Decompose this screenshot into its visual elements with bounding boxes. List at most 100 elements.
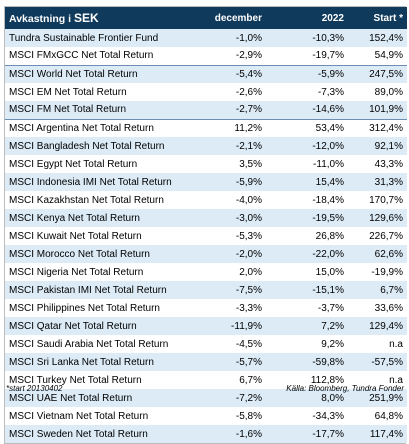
row-start: 247,5%: [369, 68, 403, 80]
table-row: MSCI Egypt Net Total Return 3,5% -11,0% 43,…: [5, 155, 407, 173]
row-name: MSCI FMxGCC Net Total Return: [5, 47, 183, 66]
table-row: MSCI Indonesia IMI Net Total Return -5,9%…: [5, 173, 407, 191]
table-row: MSCI Kazakhstan Net Total Return -4,0% -18…: [5, 191, 407, 209]
row-name: MSCI Qatar Net Total Return: [9, 320, 137, 332]
row-start: 312,4%: [369, 122, 403, 134]
table-body: Tundra Sustainable Frontier Fund -1,0% -10…: [5, 29, 407, 443]
row-name: MSCI Indonesia IMI Net Total Return: [9, 176, 172, 188]
row-december: -1,0%: [235, 32, 262, 44]
row-name: MSCI Sri Lanka Net Total Return: [9, 356, 154, 368]
row-start: n.a: [389, 374, 403, 386]
row-start: 129,4%: [369, 320, 403, 332]
row-name: MSCI Bangladesh Net Total Return: [9, 140, 165, 152]
row-december: -5,8%: [235, 410, 262, 422]
table-row: MSCI Bangladesh Net Total Return -2,1% -12…: [5, 137, 407, 155]
row-name: MSCI Nigeria Net Total Return: [9, 266, 144, 278]
row-december: 11,2%: [234, 122, 262, 134]
row-year: -34,3%: [312, 410, 344, 422]
row-name: MSCI Argentina Net Total Return: [9, 122, 154, 134]
row-year: -7,3%: [317, 86, 344, 98]
row-name: MSCI EM Net Total Return: [9, 86, 127, 98]
row-year: -22,0%: [312, 248, 344, 260]
table-row: MSCI World Net Total Return -5,4% -5,9% 247…: [5, 65, 407, 83]
table-row: MSCI Kuwait Net Total Return -5,3% 26,8% 22…: [5, 227, 407, 245]
row-year: 7,2%: [321, 320, 344, 332]
table-row: MSCI Vietnam Net Total Return -5,8% -34,3%…: [5, 407, 407, 425]
table-row: MSCI Argentina Net Total Return 11,2% 53,4…: [5, 119, 407, 137]
table-row: MSCI Saudi Arabia Net Total Return -4,5% 9…: [5, 335, 407, 353]
header-year: 2022: [321, 12, 344, 24]
table-row: MSCI EM Net Total Return -2,6% -7,3% 89,0%: [5, 83, 407, 101]
row-december: -5,4%: [235, 68, 262, 80]
row-year: -18,4%: [312, 194, 344, 206]
row-start: n.a: [389, 338, 403, 350]
table-row: MSCI Pakistan IMI Net Total Return -7,5% -…: [5, 281, 407, 299]
row-name: MSCI FM Net Total Return: [5, 101, 183, 120]
row-year: -3,7%: [317, 302, 344, 314]
row-name: MSCI World Net Total Return: [9, 68, 138, 80]
table-row: MSCI Nigeria Net Total Return 2,0% 15,0% -1…: [5, 263, 407, 281]
header-title-currency: SEK: [73, 11, 99, 25]
footer-source: Källa: Bloomberg, Tundra Fonder: [286, 384, 404, 393]
header-title: Avkastning i SEK: [5, 7, 183, 29]
row-start: 152,4%: [369, 32, 403, 44]
table-row: MSCI Qatar Net Total Return -11,9% 7,2% 129…: [5, 317, 407, 335]
row-start: 6,7%: [380, 284, 403, 296]
returns-table-container: Avkastning i SEK december 2022 Start * T…: [4, 6, 407, 444]
header-title-prefix: Avkastning i: [9, 13, 72, 25]
row-year: -15,1%: [312, 284, 344, 296]
row-december: -4,5%: [235, 338, 262, 350]
table-row: Tundra Sustainable Frontier Fund -1,0% -10…: [5, 29, 407, 47]
row-december: -3,3%: [235, 302, 262, 314]
row-december: -5,3%: [235, 230, 262, 242]
row-december: -2,7%: [183, 101, 266, 120]
row-start: 129,6%: [369, 212, 403, 224]
row-start: -19,9%: [371, 266, 403, 278]
row-name: MSCI Pakistan IMI Net Total Return: [9, 284, 167, 296]
row-name: MSCI Egypt Net Total Return: [9, 158, 138, 170]
row-december: -2,6%: [235, 86, 262, 98]
row-year: 15,4%: [315, 176, 344, 188]
row-year: -5,9%: [317, 68, 344, 80]
row-december: 2,0%: [239, 266, 262, 278]
row-name: MSCI Sweden Net Total Return: [9, 428, 148, 440]
row-name: MSCI UAE Net Total Return: [9, 392, 133, 404]
row-december: -1,6%: [235, 428, 262, 440]
table-row: MSCI Sweden Net Total Return -1,6% -17,7% 1…: [5, 425, 407, 443]
row-start: 92,1%: [374, 140, 403, 152]
row-year: 9,2%: [321, 338, 344, 350]
row-december: -3,0%: [235, 212, 262, 224]
row-start: 54,9%: [348, 47, 407, 66]
row-start: 33,6%: [374, 302, 403, 314]
row-year: -19,5%: [312, 212, 344, 224]
row-december: 6,7%: [239, 374, 262, 386]
row-december: -2,0%: [235, 248, 262, 260]
header-row: Avkastning i SEK december 2022 Start *: [5, 7, 407, 29]
row-name: MSCI Philippines Net Total Return: [9, 302, 160, 314]
row-december: -11,9%: [231, 320, 262, 332]
row-december: -2,9%: [183, 47, 266, 66]
row-year: 15,0%: [315, 266, 344, 278]
table-row: MSCI Turkey Net Total Return 6,7% 112,8% n.…: [5, 371, 407, 389]
row-december: -7,2%: [235, 392, 262, 404]
table-header: Avkastning i SEK december 2022 Start *: [5, 7, 407, 29]
row-december: -4,0%: [235, 194, 262, 206]
row-start: 64,8%: [374, 410, 403, 422]
row-year: -14,6%: [266, 101, 348, 120]
row-year: -59,8%: [312, 356, 344, 368]
row-start: 89,0%: [374, 86, 403, 98]
row-start: 170,7%: [369, 194, 403, 206]
row-name: MSCI Morocco Net Total Return: [9, 248, 150, 260]
row-start: 62,6%: [374, 248, 403, 260]
row-name: Tundra Sustainable Frontier Fund: [9, 32, 159, 44]
row-start: 251,9%: [369, 392, 403, 404]
table-row: MSCI Kenya Net Total Return -3,0% -19,5% 12…: [5, 209, 407, 227]
row-name: MSCI Kenya Net Total Return: [9, 212, 140, 224]
row-start: 101,9%: [348, 101, 407, 120]
row-december: 3,5%: [239, 158, 262, 170]
header-december: december: [214, 12, 262, 24]
table-row: MSCI Philippines Net Total Return -3,3% -3…: [5, 299, 407, 317]
row-year: -12,0%: [312, 140, 344, 152]
row-year: -17,7%: [312, 428, 344, 440]
row-start: 31,3%: [374, 176, 403, 188]
